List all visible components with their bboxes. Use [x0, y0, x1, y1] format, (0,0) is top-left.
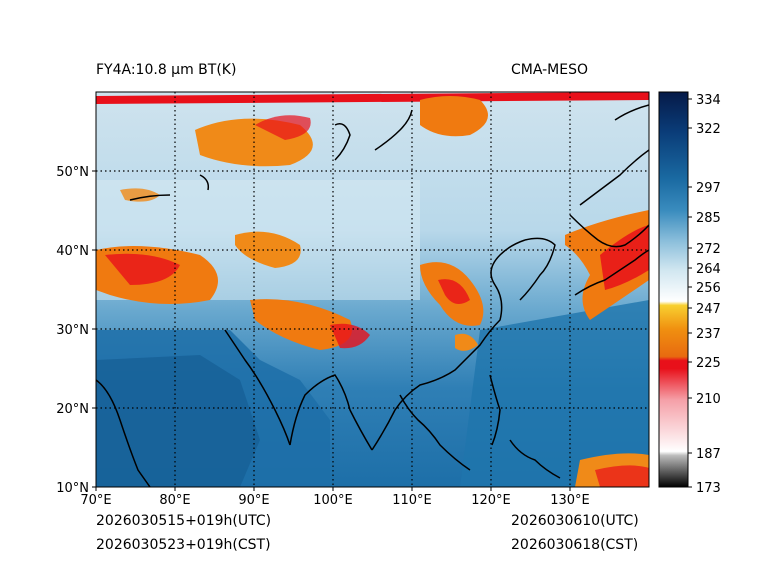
colorbar [658, 91, 689, 488]
lat-tick-labels: 10°N 20°N 30°N 40°N 50°N [56, 165, 89, 496]
lon-tick-label: 100°E [313, 493, 353, 508]
colorbar-tick-label: 173 [696, 481, 721, 496]
lat-tick-label: 10°N [56, 481, 89, 496]
map-frame [95, 91, 650, 488]
lat-tick-label: 50°N [56, 165, 89, 180]
colorbar-tick-label: 322 [696, 122, 721, 137]
graticule [96, 92, 649, 487]
model-name: CMA-MESO [511, 62, 589, 78]
colorbar-tick-label: 247 [696, 302, 721, 317]
map-title: FY4A:10.8 µm BT(K) [96, 62, 237, 78]
colorbar-tick-label: 256 [696, 281, 721, 296]
colorbar-tick-label: 264 [696, 262, 721, 277]
lon-tick-label: 120°E [471, 493, 511, 508]
colorbar-tick-label: 297 [696, 181, 721, 196]
valid-time-utc: 2026030610(UTC) [511, 513, 639, 529]
axis-ticks [92, 170, 571, 491]
lat-tick-label: 40°N [56, 244, 89, 259]
colorbar-tick-label: 237 [696, 327, 721, 342]
lon-tick-labels: 70°E 80°E 90°E 100°E 110°E 120°E 130°E [80, 493, 589, 508]
lat-tick-label: 20°N [56, 402, 89, 417]
colorbar-tick-label: 225 [696, 356, 721, 371]
colorbar-ticks: 173 187 210 225 237 247 256 264 272 285 297 322 334 [688, 93, 721, 496]
lon-tick-label: 80°E [159, 493, 190, 508]
colorbar-tick-label: 285 [696, 211, 721, 226]
lon-tick-label: 90°E [238, 493, 269, 508]
lon-tick-label: 110°E [392, 493, 432, 508]
colorbar-tick-label: 334 [696, 93, 721, 108]
valid-time-cst: 2026030618(CST) [511, 537, 639, 553]
colorbar-tick-label: 210 [696, 392, 721, 407]
init-time-utc: 2026030515+019h(UTC) [96, 513, 272, 529]
brightness-temperature-field [96, 92, 649, 487]
colorbar-tick-label: 187 [696, 447, 721, 462]
cold-cloud-patches [96, 92, 649, 487]
init-time-cst: 2026030523+019h(CST) [96, 537, 271, 553]
lat-tick-label: 30°N [56, 323, 89, 338]
lon-tick-label: 70°E [80, 493, 111, 508]
lon-tick-label: 130°E [550, 493, 590, 508]
colorbar-tick-label: 272 [696, 242, 721, 257]
